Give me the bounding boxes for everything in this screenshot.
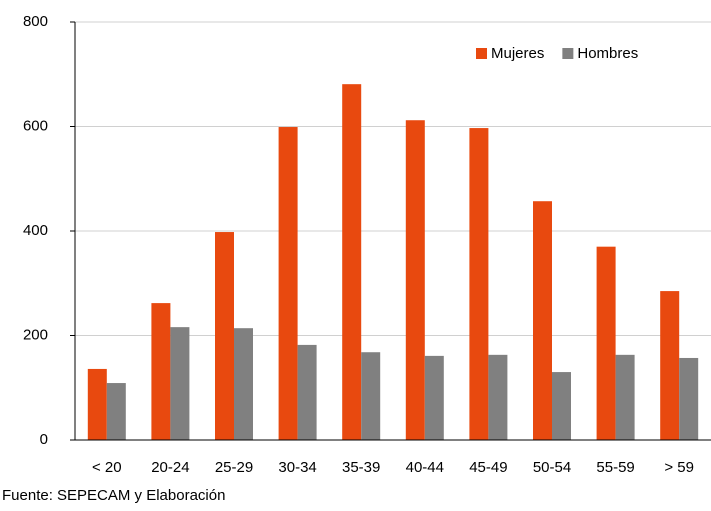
bar (106, 383, 126, 440)
y-tick-label: 600 (23, 117, 48, 134)
x-tick-label: 35-39 (342, 459, 380, 476)
bar (215, 232, 234, 440)
legend-label: Mujeres (491, 45, 544, 62)
x-tick-label: 55-59 (596, 459, 634, 476)
x-tick-label: 25-29 (215, 459, 253, 476)
x-tick-label: 20-24 (151, 459, 189, 476)
bar (342, 84, 362, 441)
x-tick-label: 50-54 (533, 459, 571, 476)
x-tick-label: > 59 (664, 459, 694, 476)
bar (469, 128, 489, 440)
y-tick-label: 800 (23, 13, 48, 30)
bar (405, 120, 425, 440)
x-tick-label: < 20 (92, 459, 122, 476)
bar (533, 201, 552, 440)
bar (297, 344, 317, 440)
x-tick-label: 40-44 (406, 459, 444, 476)
y-tick-label: 200 (23, 326, 48, 343)
bar (424, 355, 444, 440)
x-tick-label: 45-49 (469, 459, 507, 476)
bar (596, 246, 616, 440)
bar (615, 354, 635, 440)
legend-label: Hombres (577, 45, 638, 62)
bar (488, 354, 508, 440)
bar (234, 328, 253, 440)
y-tick-label: 400 (23, 222, 48, 239)
bar (87, 368, 107, 440)
bar (151, 303, 171, 440)
bar (660, 291, 680, 440)
bar (278, 127, 298, 441)
x-tick-label: 30-34 (278, 459, 316, 476)
bar (170, 327, 190, 440)
legend-swatch (562, 48, 574, 59)
bar (679, 357, 699, 440)
y-tick-label: 0 (40, 431, 48, 448)
bar (361, 352, 381, 440)
source-note: Fuente: SEPECAM y Elaboración (2, 487, 225, 504)
legend-swatch (476, 48, 487, 59)
bar (552, 372, 571, 440)
